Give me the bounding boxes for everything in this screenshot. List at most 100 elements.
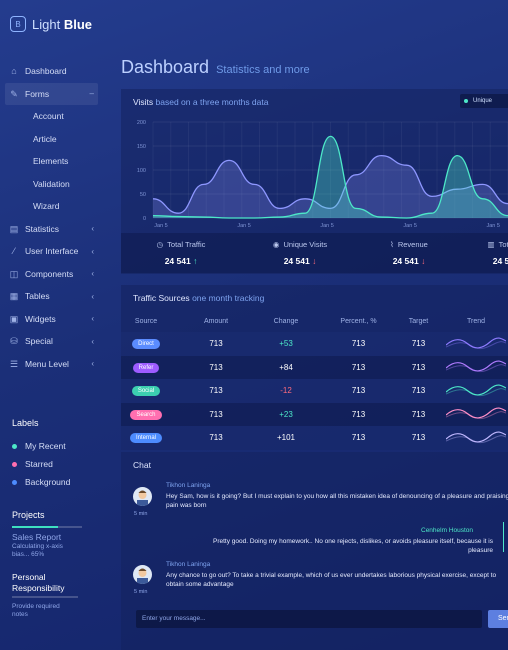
up-arrow-icon: ↑ [193,256,198,266]
column-header[interactable]: Change [273,317,299,325]
label-starred[interactable]: Starred [12,459,53,469]
sidebar-item-label: Forms [25,88,50,99]
column-header[interactable]: Percent., % [340,317,377,325]
send-button[interactable]: Send [488,610,508,628]
sidebar-item-user-interface[interactable]: ⁄ User Interface ‹ [0,240,108,263]
chart-legend[interactable]: Unique [460,94,508,108]
page-subtitle: Statistics and more [216,64,310,76]
column-header[interactable]: Target [408,317,429,325]
legend-label: Unique [473,98,493,104]
traffic-card: Traffic Sources one month tracking Sourc… [121,285,508,450]
table-row[interactable]: Direct 713 +53 713 713 [121,332,508,356]
source-badge[interactable]: Social [131,386,161,397]
stat-total-traffic: ◷ Total Traffic 24 541 ↑ [141,233,221,266]
trend-cell [431,332,508,356]
sidebar-item-label: Components [25,268,74,279]
percent-cell: 713 [351,362,366,372]
avatar[interactable] [133,565,152,584]
project-personal-responsibility-status: Provide required notes [12,603,60,618]
project-personal-responsibility[interactable]: Personal Responsibility [12,572,65,593]
label-dot [12,479,17,485]
source-badge[interactable]: Internal [129,433,162,444]
visits-chart: 200 150 100 50 0 Jan 5 Jan 5 Jan 5 Jan 5 Jan 5 [137,120,508,229]
trend-sparkline [445,337,507,349]
eye-icon: ◉ [272,240,280,249]
change-cell: +53 [279,339,293,349]
forms-icon: ✎ [10,88,18,99]
table-row[interactable]: Refer 713 +84 713 713 [121,355,508,380]
sidebar-item-widgets[interactable]: ▣ Widgets ‹ [0,308,108,331]
avatar[interactable] [133,487,152,506]
chevron-left-icon: ‹ [91,246,94,256]
column-header[interactable]: Source [134,317,158,325]
sidebar-item-label: User Interface [25,246,79,257]
trend-cell [431,379,508,403]
brand-logo[interactable]: B Light Blue [10,16,92,32]
chevron-left-icon: ‹ [91,336,94,346]
chat-message-text: Any chance to go out? To take a trivial … [166,572,497,588]
special-icon: ⛁ [10,336,18,347]
clock-icon: ◷ [156,240,164,249]
sidebar-item-dashboard[interactable]: ⌂ Dashboard [0,60,108,83]
chat-message-time: 5 min [134,511,148,517]
stat-label: Revenue [397,240,428,249]
y-tick-label: 0 [143,216,146,222]
chat-message-text: Hey Sam, how is it going? But I must exp… [166,493,508,509]
change-cell: +101 [276,433,296,443]
sidebar-item-label: Dashboard [25,66,67,77]
source-badge[interactable]: Search [130,409,162,420]
menu-icon: ☰ [9,358,19,369]
trend-cell [431,426,508,450]
stat-label: Unique Visits [283,240,328,249]
table-row[interactable]: Internal 713 +101 713 713 [121,426,508,450]
sidebar-subitem-article[interactable]: Article [0,128,108,151]
projects-progress-bar [12,526,82,528]
target-cell: 713 [411,362,426,372]
target-cell: 713 [411,386,426,396]
x-tick-label: Jan 5 [237,223,250,229]
stat-label: Total [498,240,508,249]
source-cell: Internal [121,426,171,450]
table-row[interactable]: Search 713 +23 713 713 [121,402,508,427]
sidebar-item-components[interactable]: ◫ Components ‹ [0,263,108,286]
project-sales-report-status: Calculating x-axis bias... 65% [12,543,63,558]
project-sales-report[interactable]: Sales Report [12,532,62,542]
y-tick-label: 200 [137,120,146,126]
target-cell: 713 [411,409,426,419]
trend-cell [431,403,508,427]
column-header[interactable]: Amount [203,317,229,325]
amount-cell: 713 [209,362,223,372]
label-background[interactable]: Background [12,477,70,487]
sidebar-subitem-label: Validation [33,178,70,189]
trend-cell [431,356,508,380]
x-tick-label: Jan 5 [403,223,416,229]
amount-cell: 713 [209,409,223,419]
chat-message-input[interactable]: Enter your message... [136,610,482,628]
source-badge[interactable]: Refer [132,362,160,373]
label-my-recent[interactable]: My Recent [12,441,66,451]
label-text: My Recent [25,441,66,451]
sidebar-subitem-account[interactable]: Account [0,105,108,128]
sidebar-item-tables[interactable]: ▦ Tables ‹ [0,285,108,308]
sidebar-item-statistics[interactable]: ▤ Statistics ‹ [0,218,108,241]
change-cell: +23 [279,409,293,419]
brand-name: Light Blue [32,16,92,32]
table-row[interactable]: Social 713 -12 713 713 [121,379,508,403]
column-header[interactable]: Trend [466,317,486,325]
y-tick-label: 150 [137,144,146,150]
sidebar-subitem-wizard[interactable]: Wizard [0,195,108,218]
legend-dot [464,99,468,103]
chevron-left-icon: ‹ [91,224,94,234]
chevron-left-icon: ‹ [91,314,94,324]
sidebar-subitem-elements[interactable]: Elements [0,150,108,173]
sidebar-item-label: Widgets [25,313,56,324]
sidebar-item-special[interactable]: ⛁ Special ‹ [0,330,108,353]
sidebar-item-menu-level[interactable]: ☰ Menu Level ‹ [0,353,108,376]
x-tick-label: Jan 5 [486,223,499,229]
chat-message-author: Tikhon Laninga [166,561,211,568]
source-badge[interactable]: Direct [132,339,160,350]
stat-revenue: ⌇ Revenue 24 541 ↓ [369,233,449,266]
brush-icon: ⁄ [13,246,15,257]
sidebar-item-forms[interactable]: ✎ Forms – [5,82,98,105]
sidebar-subitem-validation[interactable]: Validation [0,173,108,196]
